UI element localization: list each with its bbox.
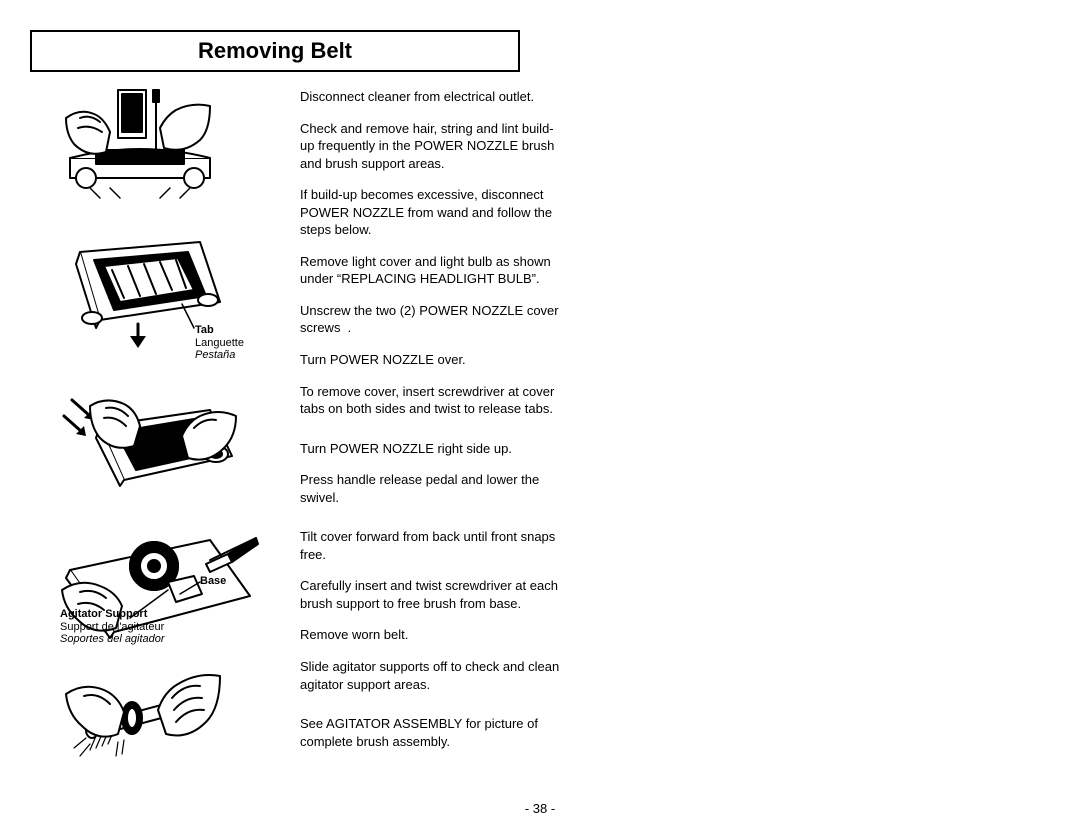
tab-label-es: Pestaña (195, 349, 244, 362)
illustration-5 (60, 674, 300, 784)
step-7: To remove cover, insert screwdriver at c… (300, 383, 560, 418)
illustration-2: Tab Languette Pestaña (60, 232, 300, 362)
illustration-column: Tab Languette Pestaña (40, 82, 300, 808)
base-label: Base (200, 575, 226, 588)
agitator-label-fr: Support de l'agitateur (60, 621, 165, 634)
step-3: If build-up becomes excessive, disconnec… (300, 186, 560, 239)
step-13: Slide agitator supports off to check and… (300, 658, 560, 693)
step-2: Check and remove hair, string and lint b… (300, 120, 560, 173)
section-title: Removing Belt (198, 38, 352, 64)
step-6: Turn POWER NOZZLE over. (300, 351, 560, 369)
agitator-label-en: Agitator Support (60, 608, 165, 621)
step-12: Remove worn belt. (300, 626, 560, 644)
illustration-4: Base Agitator Support Support de l'agita… (60, 520, 300, 650)
step-14: See AGITATOR ASSEMBLY for picture of com… (300, 715, 560, 750)
instruction-column: Disconnect cleaner from electrical outle… (300, 82, 560, 808)
tab-label-fr: Languette (195, 337, 244, 350)
manual-page: Removing Belt (0, 0, 1080, 834)
illustration-3 (60, 386, 300, 496)
agitator-support-label: Agitator Support Support de l'agitateur … (60, 608, 165, 646)
illustration-1 (60, 88, 300, 208)
tab-label-en: Tab (195, 324, 244, 337)
page-number: - 38 - (0, 801, 1080, 816)
step-5: Unscrew the two (2) POWER NOZZLE cover s… (300, 302, 560, 337)
agitator-label-es: Soportes del agitador (60, 633, 165, 646)
step-10: Tilt cover forward from back until front… (300, 528, 560, 563)
section-title-box: Removing Belt (30, 30, 520, 72)
tab-label: Tab Languette Pestaña (195, 324, 244, 362)
content-row: Tab Languette Pestaña (40, 82, 1040, 808)
step-8: Turn POWER NOZZLE right side up. (300, 440, 560, 458)
step-11: Carefully insert and twist screwdriver a… (300, 577, 560, 612)
step-4: Remove light cover and light bulb as sho… (300, 253, 560, 288)
step-1: Disconnect cleaner from electrical outle… (300, 88, 560, 106)
step-9: Press handle release pedal and lower the… (300, 471, 560, 506)
